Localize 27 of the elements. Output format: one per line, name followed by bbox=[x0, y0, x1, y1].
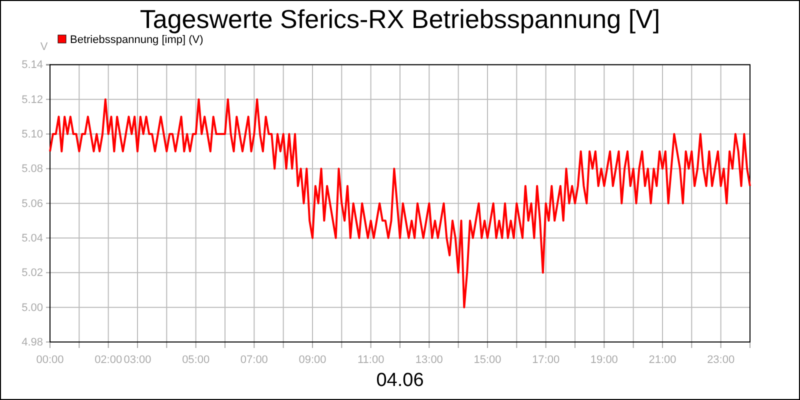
x-tick-label: 11:00 bbox=[357, 354, 384, 366]
y-tick-label: 5.08 bbox=[22, 163, 43, 176]
y-tick-label: 5.06 bbox=[22, 198, 43, 210]
y-tick-label: 4.98 bbox=[22, 336, 43, 349]
x-tick-label: 21:00 bbox=[648, 354, 676, 366]
x-tick-label: 19:00 bbox=[590, 354, 618, 366]
x-tick-label: 13:00 bbox=[415, 354, 443, 366]
line-series bbox=[49, 98, 751, 308]
x-tick-label: 05:00 bbox=[182, 354, 210, 366]
x-tick-label: 02:00 bbox=[94, 354, 122, 366]
y-tick-label: 5.12 bbox=[22, 94, 43, 106]
x-tick-label: 15:00 bbox=[474, 354, 502, 366]
legend-label: Betriebsspannung [imp] (V) bbox=[70, 34, 204, 46]
chart-title: Tageswerte Sferics-RX Betriebsspannung [V] bbox=[140, 4, 660, 34]
x-tick-label: 23:00 bbox=[707, 354, 735, 366]
x-tick-label: 17:00 bbox=[532, 354, 560, 366]
y-tick-label: 5.14 bbox=[22, 59, 43, 72]
x-axis-title: 04.06 bbox=[376, 370, 424, 391]
y-tick-label: 5.04 bbox=[22, 232, 43, 245]
y-tick-label: 5.10 bbox=[22, 128, 43, 141]
y-tick-label: 5.00 bbox=[22, 302, 43, 314]
x-tick-label: 03:00 bbox=[124, 354, 152, 366]
x-tick-label: 09:00 bbox=[298, 354, 326, 366]
x-tick-label: 00:00 bbox=[36, 354, 64, 366]
y-tick-label: 5.02 bbox=[22, 267, 43, 280]
x-tick-label: 07:00 bbox=[240, 354, 268, 366]
y-axis-title: V bbox=[40, 41, 48, 53]
